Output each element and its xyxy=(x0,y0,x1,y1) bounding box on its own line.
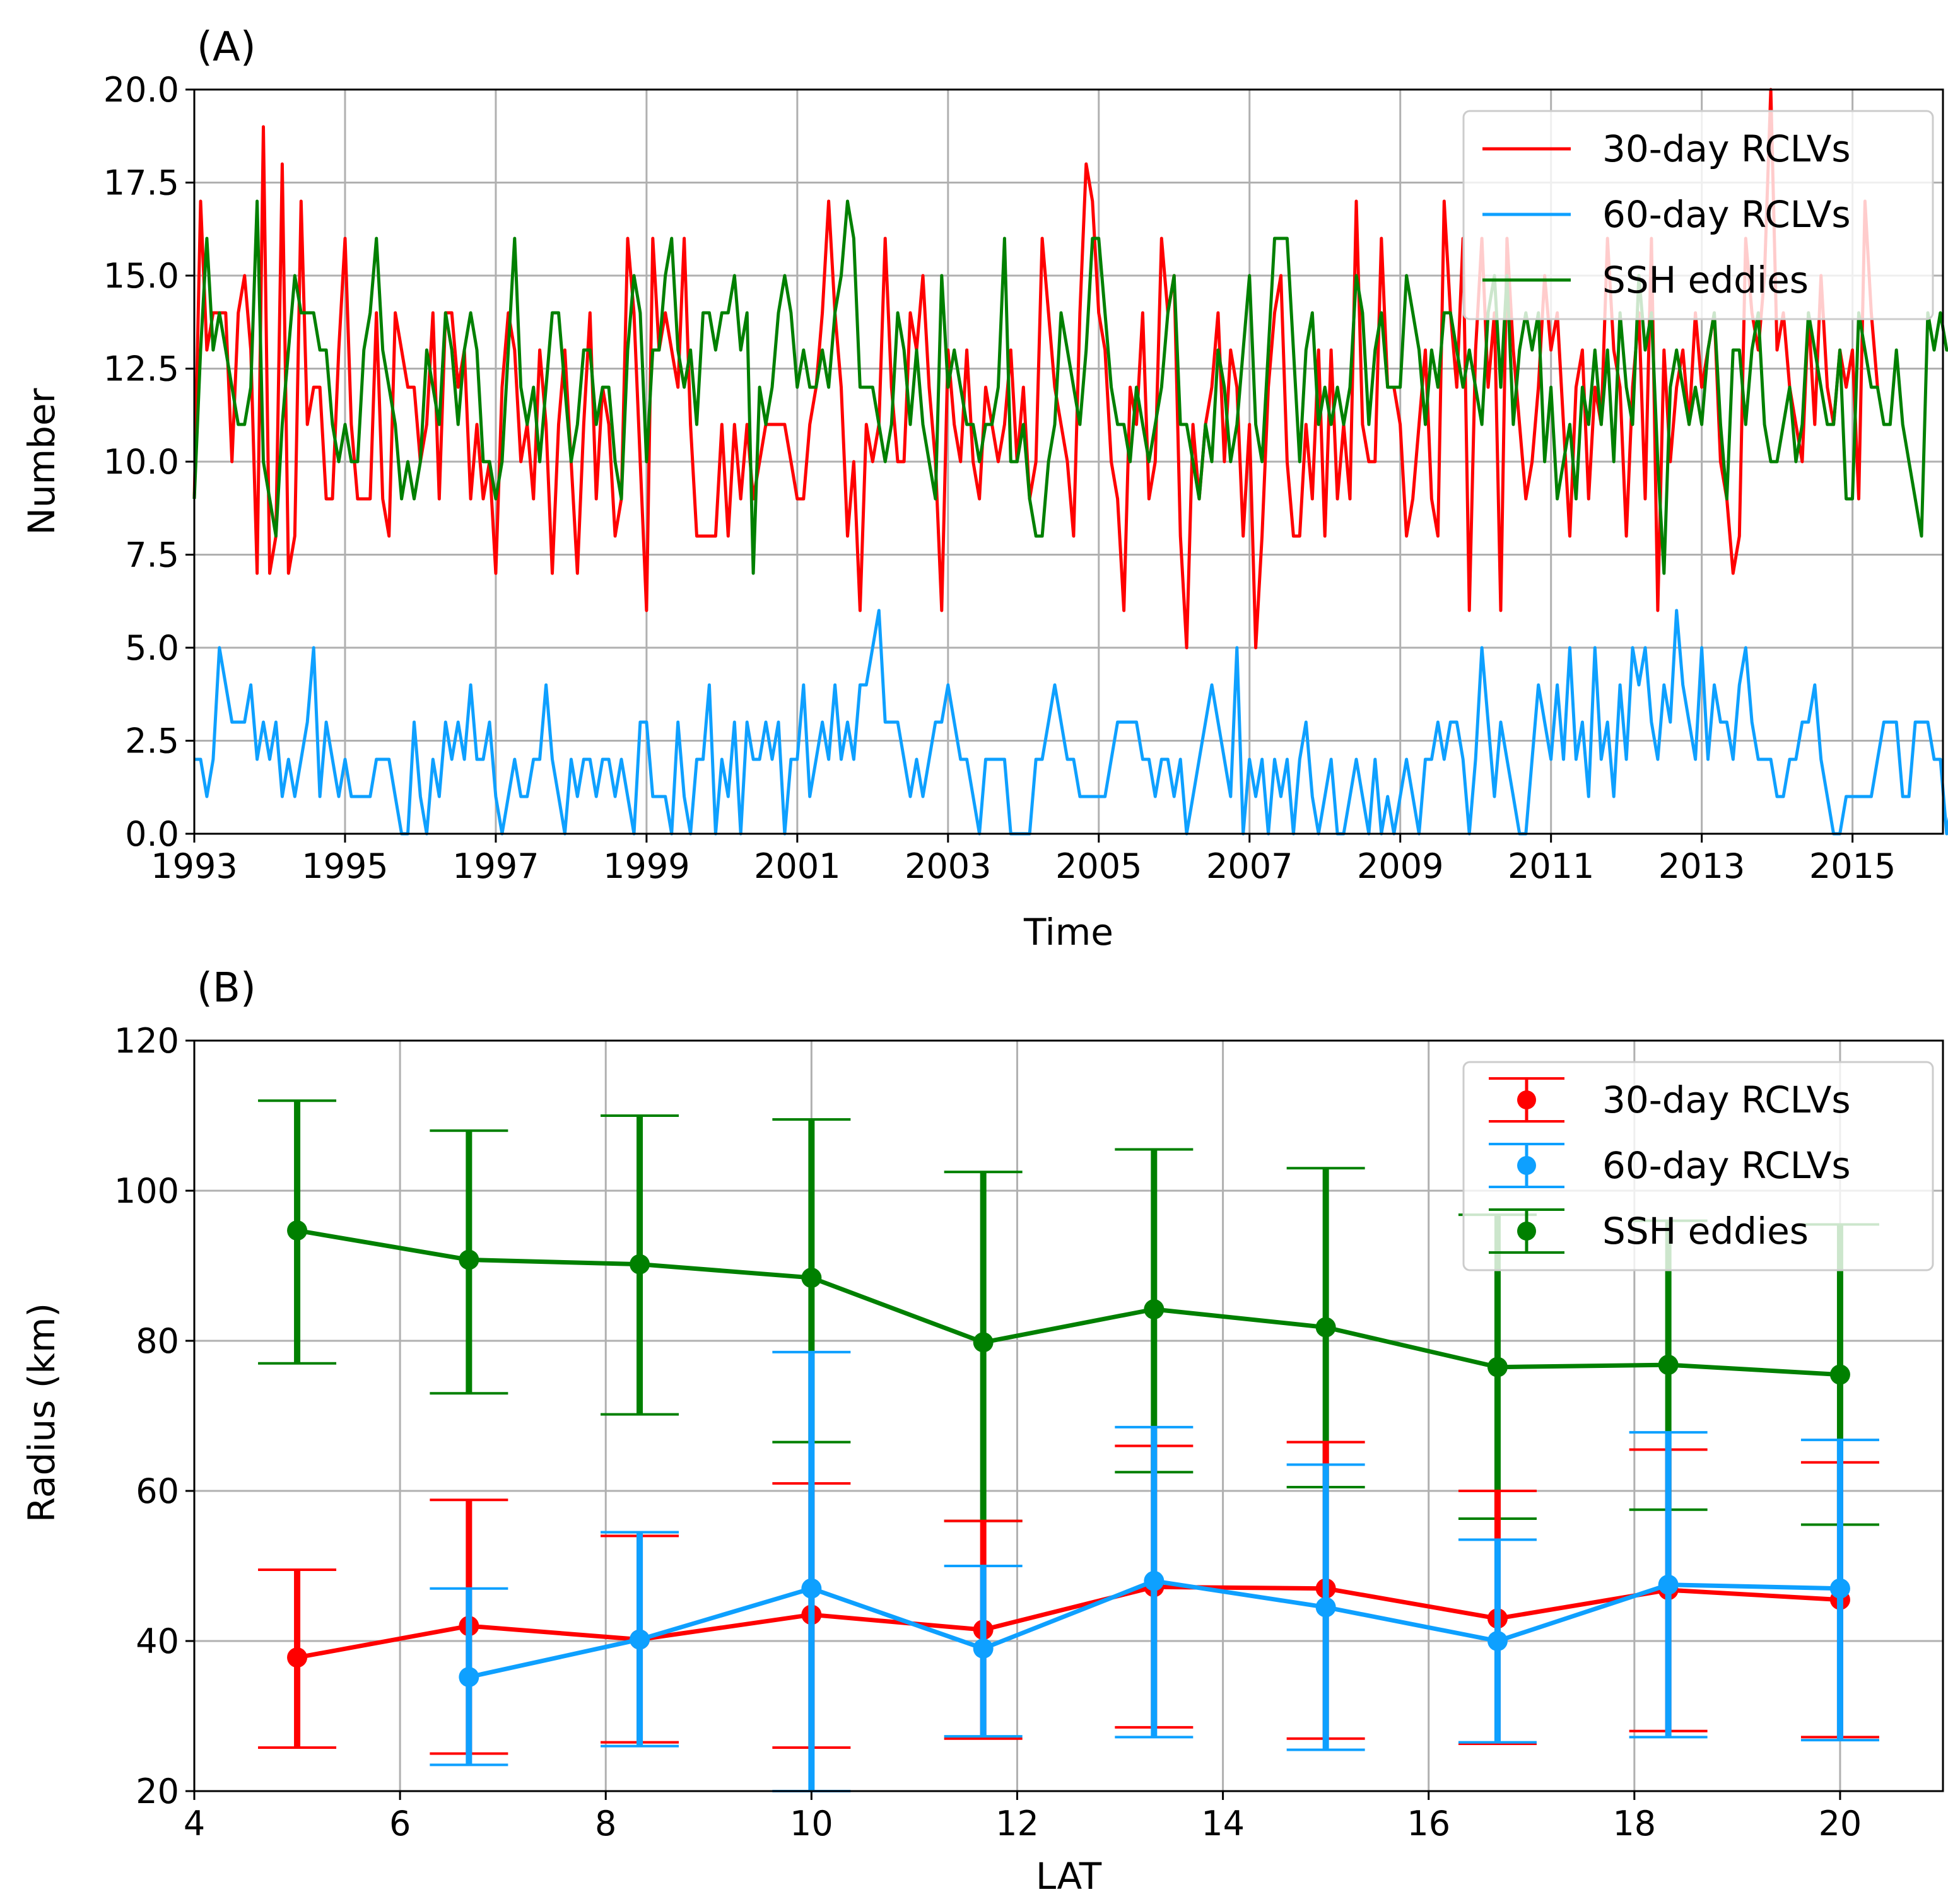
data-point-ssh-eddies xyxy=(1315,1317,1336,1338)
panel-b: (B) 20 40 60 80 100 120 4 6 8 10 12 14 16 18 20 LAT R… xyxy=(20,965,1944,1898)
data-point-60-day-rclvs xyxy=(630,1629,650,1650)
y-tick-label: 17.5 xyxy=(103,163,179,203)
data-point-ssh-eddies xyxy=(459,1249,479,1270)
x-tick-label: 1993 xyxy=(151,846,237,886)
data-point-ssh-eddies xyxy=(1487,1357,1508,1377)
x-tick-label: 4 xyxy=(184,1804,205,1843)
panel-b-legend-swatch-60day-dot xyxy=(1517,1156,1536,1175)
data-point-ssh-eddies xyxy=(630,1254,650,1275)
y-tick-label: 10.0 xyxy=(103,442,179,482)
data-point-60-day-rclvs xyxy=(801,1578,822,1599)
panel-b-legend: 30-day RCLVs 60-day RCLVs SSH eddies xyxy=(1462,1061,1934,1271)
panel-a-legend-label-ssh: SSH eddies xyxy=(1602,259,1809,301)
panel-b-x-ticks: 4 6 8 10 12 14 16 18 20 xyxy=(184,1791,1862,1843)
x-tick-label: 2001 xyxy=(754,846,840,886)
x-tick-label: 1999 xyxy=(603,846,689,886)
y-tick-label: 12.5 xyxy=(103,349,179,389)
x-tick-label: 2009 xyxy=(1357,846,1443,886)
panel-a-label: (A) xyxy=(197,24,256,71)
y-tick-label: 0.0 xyxy=(125,814,179,854)
data-point-ssh-eddies xyxy=(1144,1299,1165,1320)
data-point-ssh-eddies xyxy=(1829,1364,1850,1385)
y-tick-label: 20.0 xyxy=(103,70,179,110)
data-point-ssh-eddies xyxy=(1658,1355,1679,1375)
y-tick-label: 15.0 xyxy=(103,256,179,296)
y-tick-label: 120 xyxy=(114,1021,179,1061)
panel-a-legend-label-60day: 60-day RCLVs xyxy=(1602,193,1851,236)
x-tick-label: 8 xyxy=(595,1804,616,1843)
x-tick-label: 1995 xyxy=(302,846,388,886)
panel-b-legend-swatch-ssh-dot xyxy=(1517,1222,1536,1241)
y-tick-label: 60 xyxy=(136,1471,179,1511)
data-point-60-day-rclvs xyxy=(1144,1570,1165,1591)
x-tick-label: 20 xyxy=(1819,1804,1862,1843)
y-tick-label: 100 xyxy=(114,1171,179,1211)
panel-a-x-ticks: 1993 1995 1997 1999 2001 2003 2005 2007 2009 2011… xyxy=(151,834,1896,886)
series-line-ssh-eddies xyxy=(296,1228,1841,1377)
panel-a-x-axis-label: Time xyxy=(1023,911,1113,954)
panel-a-legend: 30-day RCLVs 60-day RCLVs SSH eddies xyxy=(1462,110,1934,320)
data-point-60-day-rclvs xyxy=(1829,1578,1850,1599)
data-point-60-day-rclvs xyxy=(459,1667,479,1688)
data-point-ssh-eddies xyxy=(801,1268,822,1288)
panel-a-legend-box xyxy=(1462,110,1934,320)
series-line-30-day-rclvs xyxy=(192,88,1879,650)
data-point-60-day-rclvs xyxy=(1658,1574,1679,1595)
panel-b-legend-swatch-30day-dot xyxy=(1517,1090,1536,1109)
panel-b-x-axis-label: LAT xyxy=(1036,1855,1102,1898)
x-tick-label: 2013 xyxy=(1658,846,1745,886)
panel-b-y-axis-label: Radius (km) xyxy=(20,1303,63,1522)
panel-b-legend-label-ssh: SSH eddies xyxy=(1602,1210,1809,1253)
x-tick-label: 18 xyxy=(1612,1804,1656,1843)
data-point-60-day-rclvs xyxy=(1487,1631,1508,1651)
data-point-60-day-rclvs xyxy=(1315,1597,1336,1618)
panel-b-legend-box xyxy=(1462,1061,1934,1271)
panel-a-y-axis-label: Number xyxy=(20,388,63,535)
panel-a-legend-label-30day: 30-day RCLVs xyxy=(1602,127,1851,170)
x-tick-label: 10 xyxy=(790,1804,833,1843)
y-tick-label: 20 xyxy=(136,1772,179,1811)
x-tick-label: 16 xyxy=(1407,1804,1450,1843)
x-tick-label: 14 xyxy=(1201,1804,1245,1843)
x-tick-label: 6 xyxy=(389,1804,411,1843)
x-tick-label: 2005 xyxy=(1055,846,1142,886)
series-line-30-day-rclvs xyxy=(296,1584,1841,1660)
y-tick-label: 80 xyxy=(136,1321,179,1361)
panel-b-series xyxy=(258,1099,1879,1792)
x-tick-label: 12 xyxy=(995,1804,1039,1843)
data-point-ssh-eddies xyxy=(287,1220,308,1241)
panel-b-y-ticks: 20 40 60 80 100 120 xyxy=(114,1021,194,1811)
y-tick-label: 7.5 xyxy=(125,535,179,575)
x-tick-label: 2007 xyxy=(1206,846,1293,886)
data-point-30-day-rclvs xyxy=(287,1647,308,1668)
series-line-ssh-eddies xyxy=(192,199,1948,575)
x-tick-label: 2015 xyxy=(1809,846,1896,886)
panel-a: (A) 0.0 2.5 5.0 7.5 10.0 12.5 15.0 17.5 20.0 199… xyxy=(20,24,1948,954)
x-tick-label: 2003 xyxy=(905,846,991,886)
panel-b-legend-label-60day: 60-day RCLVs xyxy=(1602,1144,1851,1187)
y-tick-label: 2.5 xyxy=(125,721,179,761)
y-tick-label: 40 xyxy=(136,1621,179,1661)
x-tick-label: 1997 xyxy=(452,846,539,886)
panel-b-label: (B) xyxy=(197,965,256,1012)
panel-a-y-ticks: 0.0 2.5 5.0 7.5 10.0 12.5 15.0 17.5 20.0 xyxy=(103,70,194,854)
data-point-ssh-eddies xyxy=(973,1332,994,1353)
panel-b-frame xyxy=(193,1039,1944,1792)
y-tick-label: 5.0 xyxy=(125,628,179,668)
data-point-60-day-rclvs xyxy=(973,1638,994,1659)
panel-b-legend-label-30day: 30-day RCLVs xyxy=(1602,1078,1851,1121)
x-tick-label: 2011 xyxy=(1508,846,1594,886)
